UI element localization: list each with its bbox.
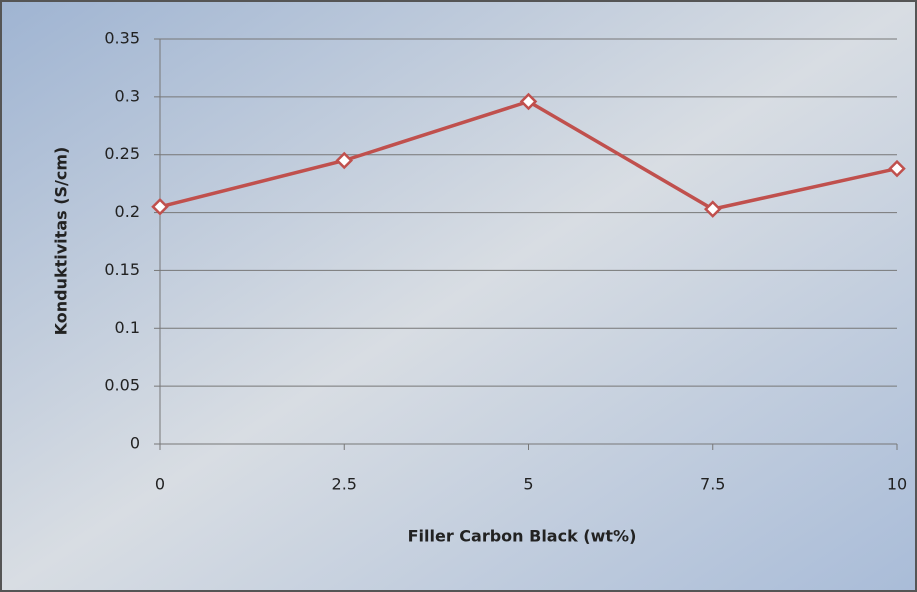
chart: Filler Carbon Black (wt%) Konduktivitas … <box>0 0 917 592</box>
y-tick-label: 0.15 <box>104 260 140 279</box>
y-tick-label: 0.2 <box>115 202 140 221</box>
y-tick-label: 0 <box>130 434 140 453</box>
x-tick-label: 0 <box>155 475 165 494</box>
x-tick-label: 2.5 <box>332 475 357 494</box>
x-tick-label: 5 <box>523 475 533 494</box>
y-tick-label: 0.05 <box>104 376 140 395</box>
y-tick-label: 0.35 <box>104 29 140 48</box>
x-tick-label: 10 <box>887 475 907 494</box>
x-axis-title: Filler Carbon Black (wt%) <box>408 527 637 546</box>
x-tick-label: 7.5 <box>700 475 725 494</box>
y-tick-label: 0.25 <box>104 144 140 163</box>
y-axis-title: Konduktivitas (S/cm) <box>52 147 71 336</box>
y-tick-label: 0.1 <box>115 318 140 337</box>
y-tick-label: 0.3 <box>115 86 140 105</box>
